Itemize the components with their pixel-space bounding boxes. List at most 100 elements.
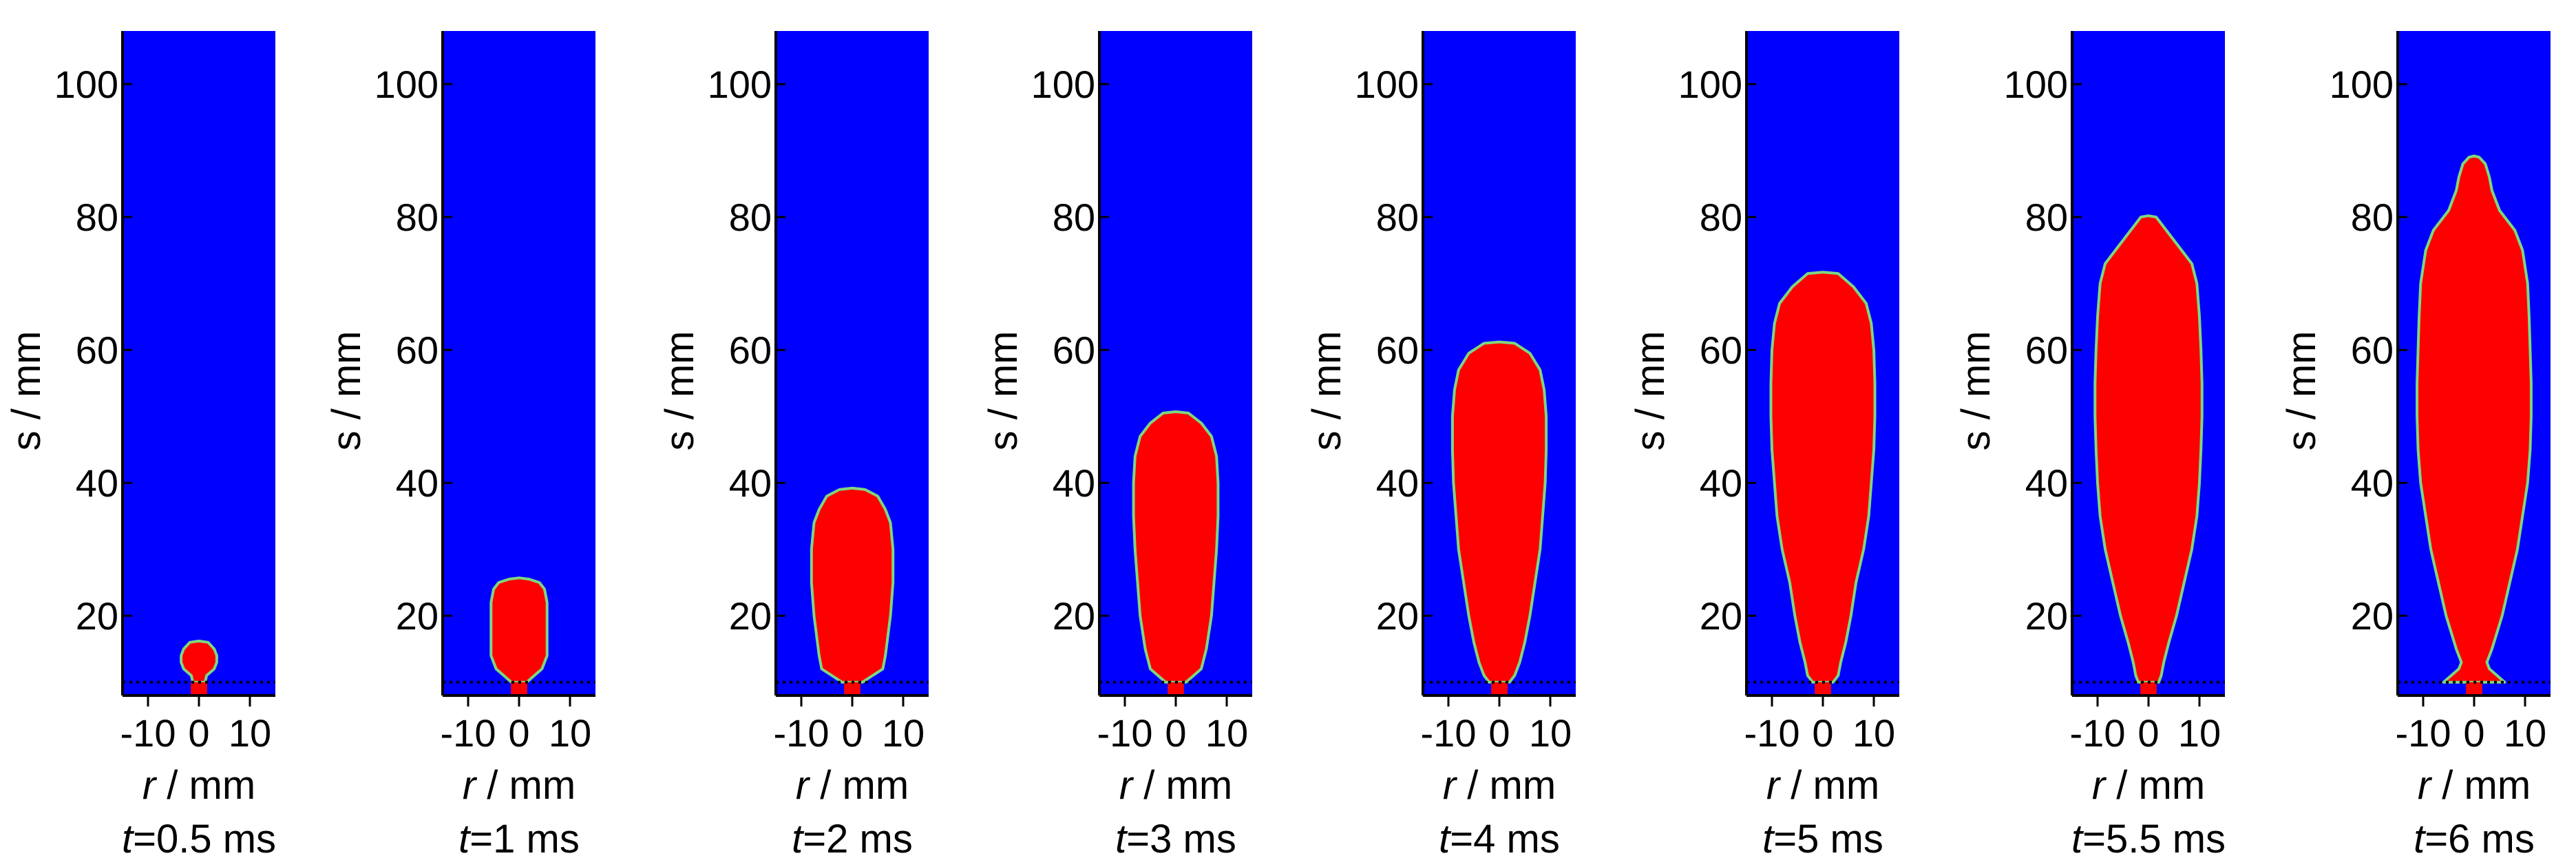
x-axis-title: r / mm — [1119, 763, 1232, 808]
x-tick-label: 10 — [1852, 711, 1895, 755]
x-tick-label: 0 — [2137, 711, 2159, 755]
x-axis-unit: / mm — [156, 763, 255, 808]
x-axis-title: r / mm — [1766, 763, 1879, 808]
time-label: t=5 ms — [1762, 817, 1883, 858]
nozzle-stem — [2466, 682, 2482, 695]
y-axis-title: s / mm — [2279, 331, 2324, 451]
time-var: t — [2414, 817, 2427, 858]
x-axis-title: r / mm — [463, 763, 576, 808]
time-var: t — [458, 817, 472, 858]
x-tick-label: -10 — [1421, 711, 1477, 755]
y-tick-label: 100 — [2330, 63, 2394, 106]
y-tick-label: 100 — [1678, 63, 1742, 106]
x-tick-label: 0 — [188, 711, 209, 755]
y-tick-label: 100 — [374, 63, 439, 106]
x-axis-unit: / mm — [809, 763, 909, 808]
background-field — [123, 31, 275, 695]
time-value: =4 ms — [1450, 817, 1560, 858]
y-tick-label: 60 — [2025, 328, 2068, 372]
time-var: t — [1762, 817, 1775, 858]
y-tick-label: 20 — [729, 594, 772, 638]
y-tick-label: 80 — [1700, 196, 1742, 239]
x-axis-var: r — [2092, 763, 2107, 808]
x-tick-label: 10 — [2504, 711, 2546, 755]
x-tick-label: -10 — [1744, 711, 1800, 755]
y-tick-label: 40 — [1053, 461, 1095, 505]
y-axis-title: s / mm — [1628, 331, 1673, 451]
y-tick-label: 80 — [2025, 196, 2068, 239]
time-label: t=2 ms — [792, 817, 913, 858]
y-tick-label: 60 — [1700, 328, 1742, 372]
y-axis-title: s / mm — [324, 331, 369, 451]
y-tick-label: 40 — [729, 461, 772, 505]
time-label: t=6 ms — [2414, 817, 2535, 858]
time-value: =1 ms — [469, 817, 580, 858]
nozzle-stem — [1491, 682, 1508, 695]
y-tick-label: 60 — [1376, 328, 1419, 372]
y-tick-label: 80 — [396, 196, 439, 239]
y-tick-label: 40 — [396, 461, 439, 505]
x-tick-label: -10 — [120, 711, 176, 755]
time-label: t=4 ms — [1439, 817, 1560, 858]
y-tick-label: 20 — [1053, 594, 1095, 638]
jet-region — [1769, 271, 1877, 684]
y-tick-label: 100 — [2004, 63, 2068, 106]
x-axis-unit: / mm — [1132, 763, 1232, 808]
x-tick-label: -10 — [774, 711, 830, 755]
x-axis-title: r / mm — [2418, 763, 2531, 808]
x-tick-label: 10 — [1529, 711, 1572, 755]
y-tick-label: 40 — [2351, 461, 2394, 505]
time-var: t — [1115, 817, 1128, 858]
nozzle-stem — [2140, 682, 2157, 695]
x-tick-label: -10 — [2070, 711, 2126, 755]
y-tick-label: 60 — [2351, 328, 2394, 372]
y-tick-label: 80 — [1053, 196, 1095, 239]
x-axis-var: r — [142, 763, 158, 808]
time-value: =5.5 ms — [2082, 817, 2226, 858]
x-tick-label: -10 — [2396, 711, 2451, 755]
y-tick-label: 40 — [76, 461, 118, 505]
y-tick-label: 40 — [1376, 461, 1419, 505]
y-tick-label: 20 — [2351, 594, 2394, 638]
y-tick-label: 80 — [729, 196, 772, 239]
y-axis-title: s / mm — [657, 331, 702, 451]
nozzle-stem — [1815, 682, 1831, 695]
x-axis-var: r — [1119, 763, 1134, 808]
jet-region — [810, 486, 895, 684]
jet-region — [2093, 214, 2204, 684]
time-var: t — [1439, 817, 1452, 858]
x-tick-label: 0 — [1165, 711, 1186, 755]
jet-region — [489, 576, 549, 684]
x-tick-label: 10 — [229, 711, 271, 755]
jet-region — [1132, 410, 1220, 684]
nozzle-stem — [191, 682, 207, 695]
jet-region — [180, 639, 218, 684]
y-tick-label: 20 — [2025, 594, 2068, 638]
y-axis-title: s / mm — [1954, 331, 1998, 451]
time-value: =2 ms — [803, 817, 913, 858]
y-tick-label: 60 — [76, 328, 118, 372]
y-tick-label: 100 — [54, 63, 118, 106]
time-var: t — [122, 817, 135, 858]
x-axis-var: r — [463, 763, 478, 808]
y-tick-label: 60 — [1053, 328, 1095, 372]
y-tick-label: 100 — [708, 63, 772, 106]
x-axis-title: r / mm — [142, 763, 255, 808]
y-tick-label: 80 — [76, 196, 118, 239]
time-var: t — [792, 817, 805, 858]
x-tick-label: 0 — [841, 711, 863, 755]
time-value: =0.5 ms — [133, 817, 276, 858]
y-tick-label: 80 — [1376, 196, 1419, 239]
time-label: t=5.5 ms — [2071, 817, 2226, 858]
y-axis-title: s / mm — [1305, 331, 1349, 451]
x-tick-label: 0 — [1488, 711, 1510, 755]
y-axis-title: s / mm — [981, 331, 1026, 451]
y-axis-title: s / mm — [4, 331, 49, 451]
x-tick-label: 10 — [1205, 711, 1248, 755]
